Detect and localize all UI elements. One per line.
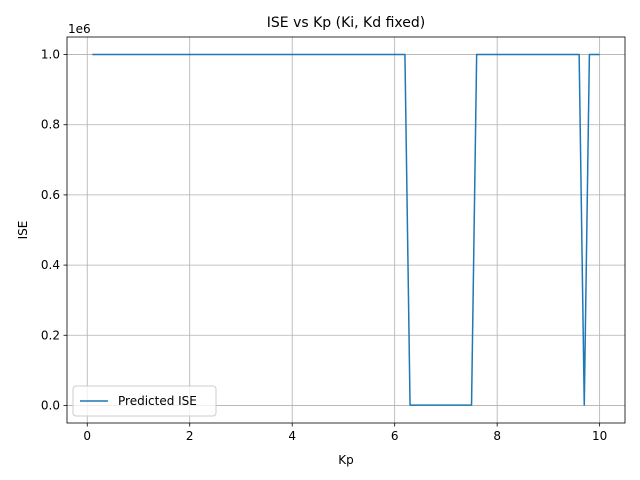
- legend-label: Predicted ISE: [118, 394, 197, 408]
- series-line: [92, 53, 600, 406]
- y-tick-label: 0.4: [41, 258, 60, 272]
- y-axis-label: ISE: [16, 221, 30, 240]
- grid: [67, 37, 625, 423]
- chart-title: ISE vs Kp (Ki, Kd fixed): [267, 15, 425, 31]
- y-offset-label: 1e6: [68, 22, 91, 36]
- x-tick-label: 8: [493, 429, 501, 443]
- plot-lines: [92, 53, 600, 406]
- legend: Predicted ISE: [72, 385, 217, 417]
- x-axis-label: Kp: [338, 453, 354, 467]
- x-tick-label: 4: [288, 429, 296, 443]
- x-tick-label: 6: [391, 429, 399, 443]
- y-tick-label: 0.6: [41, 188, 60, 202]
- y-tick-label: 0.8: [41, 118, 60, 132]
- legend-box: [72, 385, 217, 417]
- x-tick-label: 10: [592, 429, 607, 443]
- y-tick-label: 0.2: [41, 328, 60, 342]
- x-tick-label: 2: [186, 429, 194, 443]
- y-tick-label: 0.0: [41, 398, 60, 412]
- x-tick-label: 0: [83, 429, 91, 443]
- plot-area: [66, 36, 626, 424]
- y-tick-label: 1.0: [41, 48, 60, 62]
- axis-ticks: 0 2 4 6 8 10 0.0 0.2 0.4 0.6 0.8 1.0: [41, 48, 607, 443]
